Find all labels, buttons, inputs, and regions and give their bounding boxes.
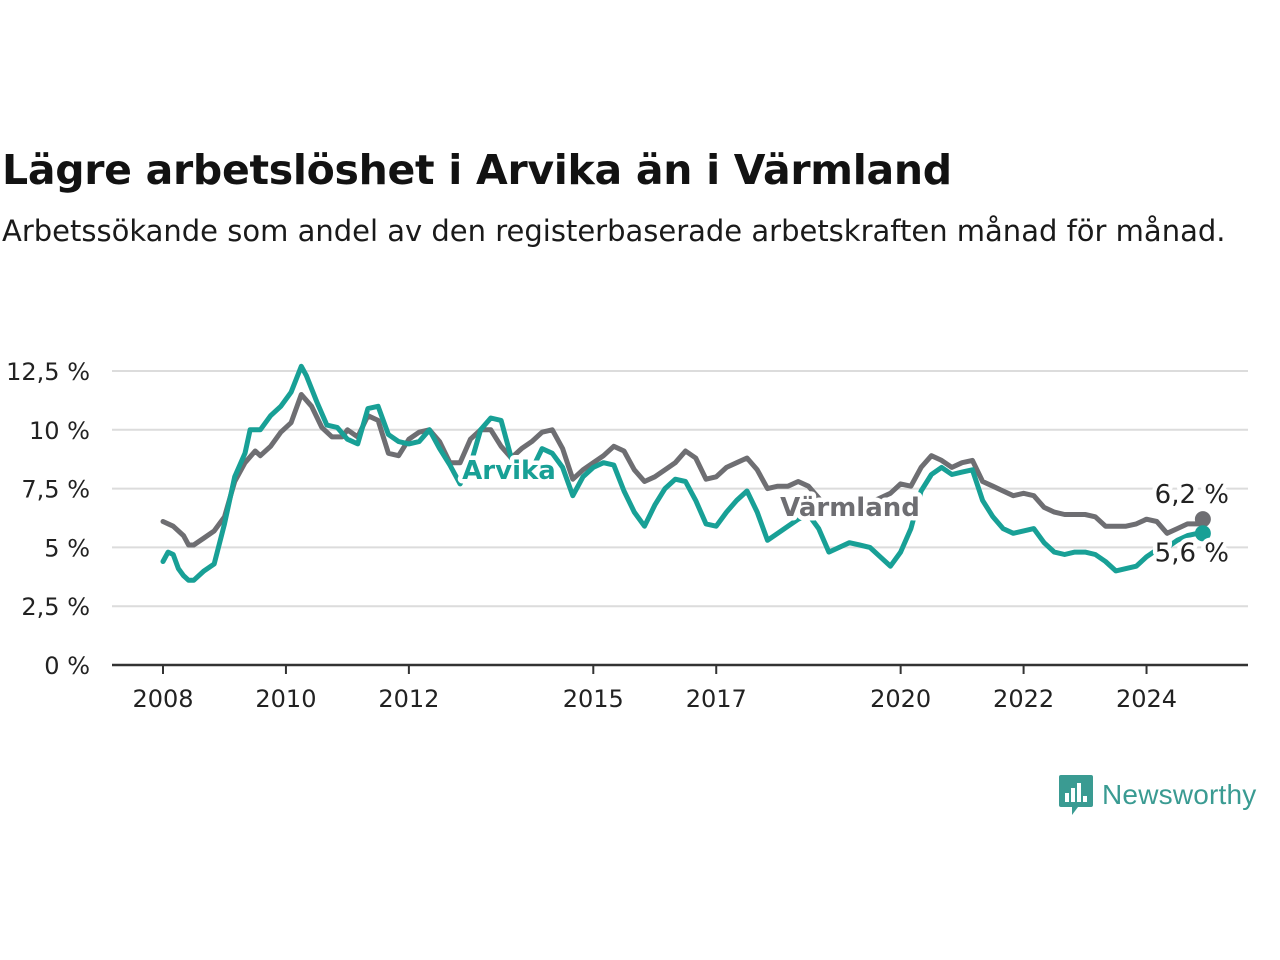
line-chart: 0 %2,5 %5 %7,5 %10 %12,5 % 2008 2010 2012 2… [6, 358, 1248, 713]
x-tick-label: 2015 [563, 685, 624, 713]
end-point-arvika [1194, 525, 1211, 542]
series-line-arvika [160, 363, 1206, 583]
x-tick-label: 2022 [993, 685, 1054, 713]
brand-name: Newsworthy [1102, 779, 1257, 810]
end-label-varmland: 6,2 % [1155, 480, 1229, 510]
newsworthy-logo-icon [1059, 775, 1093, 815]
x-axis: 2008 2010 2012 2015 2017 2020 2022 2024 [112, 663, 1248, 713]
series-line-värmland [160, 392, 1206, 548]
newsworthy-logo: Newsworthy [1058, 772, 1256, 818]
y-tick-label: 0 % [44, 652, 90, 680]
series-lines [160, 363, 1211, 583]
y-tick-label: 5 % [44, 534, 90, 562]
chart-subtitle: Arbetssökande som andel av den registerb… [2, 214, 1226, 248]
series-label-arvika-halo: Arvika [462, 456, 556, 486]
y-tick-label: 10 % [29, 417, 90, 445]
y-axis: 0 % 2,5 % 5 % 7,5 % 10 % 12,5 % [6, 358, 90, 680]
x-tick-label: 2008 [132, 685, 193, 713]
x-tick-label: 2024 [1116, 685, 1177, 713]
series-label-varmland-halo: Värmland [780, 493, 920, 523]
end-label-arvika: 5,6 % [1155, 538, 1229, 568]
end-label-varmland-halo: 6,2 % [1155, 480, 1229, 510]
chart-title: Lägre arbetslöshet i Arvika än i Värmlan… [2, 146, 952, 194]
x-tick-label: 2010 [255, 685, 316, 713]
x-tick-label: 2020 [870, 685, 931, 713]
end-point-värmland [1194, 511, 1211, 528]
end-label-arvika-halo: 5,6 % [1155, 538, 1229, 568]
y-tick-label: 12,5 % [6, 358, 90, 386]
y-tick-label: 2,5 % [21, 593, 90, 621]
x-tick-label: 2012 [378, 685, 439, 713]
series-label-arvika: Arvika [462, 456, 556, 486]
x-tick-label: 2017 [686, 685, 747, 713]
series-label-varmland: Värmland [780, 493, 920, 523]
y-tick-label: 7,5 % [21, 476, 90, 504]
